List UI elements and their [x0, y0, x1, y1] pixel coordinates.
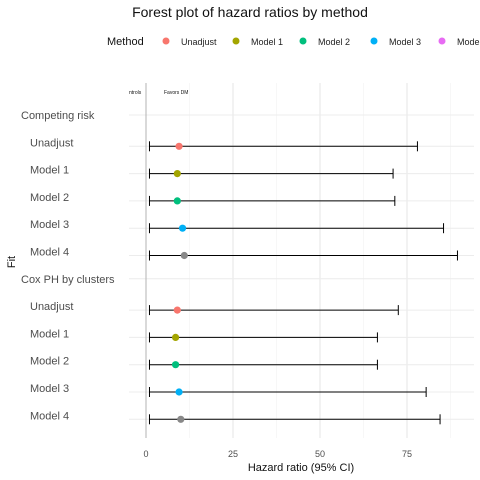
legend-key-1 — [233, 38, 240, 45]
point-estimate — [177, 416, 184, 423]
annotation-favors-dm: Favors DM — [164, 90, 188, 96]
legend-label-1: Model 1 — [251, 37, 283, 47]
point-estimate — [179, 225, 186, 232]
x-axis-ticks: 0 25 50 75 — [143, 449, 412, 459]
annotation-controls: ntrols — [129, 90, 142, 96]
legend-title: Method — [107, 36, 144, 48]
row-label: Model 1 — [30, 165, 69, 177]
point-estimate — [174, 197, 181, 204]
legend-key-4 — [439, 38, 446, 45]
legend: Method Unadjust Model 1 Model 2 Model 3 Mode — [107, 36, 480, 48]
point-estimate — [172, 361, 179, 368]
point-estimate — [181, 252, 188, 259]
chart-title: Forest plot of hazard ratios by method — [132, 4, 368, 20]
x-tick-label: 50 — [315, 449, 325, 459]
row-label: Model 4 — [30, 410, 69, 422]
row-label: Unadjust — [30, 137, 73, 149]
legend-label-3: Model 3 — [389, 37, 421, 47]
legend-label-4: Mode — [457, 37, 480, 47]
row-label: Model 2 — [30, 356, 69, 368]
legend-key-0 — [163, 38, 170, 45]
point-estimate — [172, 334, 179, 341]
legend-key-2 — [300, 38, 307, 45]
legend-label-2: Model 2 — [318, 37, 350, 47]
point-estimate — [174, 307, 181, 314]
x-tick-label: 75 — [402, 449, 412, 459]
y-axis-title: Fit — [6, 256, 18, 268]
point-estimate — [174, 170, 181, 177]
row-label: Model 3 — [30, 383, 69, 395]
legend-key-3 — [371, 38, 378, 45]
group-label: Competing risk — [21, 110, 95, 122]
row-label: Model 3 — [30, 219, 69, 231]
legend-label-0: Unadjust — [181, 37, 217, 47]
row-label: Unadjust — [30, 301, 73, 313]
x-axis-title: Hazard ratio (95% CI) — [248, 462, 354, 474]
row-label: Model 4 — [30, 247, 69, 259]
y-axis-labels: Competing risk Unadjust Model 1 Model 2 Mode… — [21, 110, 115, 422]
plot-panel — [129, 83, 474, 438]
x-tick-label: 25 — [228, 449, 238, 459]
point-estimate — [175, 388, 182, 395]
group-label: Cox PH by clusters — [21, 274, 115, 286]
row-label: Model 1 — [30, 328, 69, 340]
row-label: Model 2 — [30, 192, 69, 204]
point-estimate — [175, 143, 182, 150]
x-tick-label: 0 — [143, 449, 148, 459]
